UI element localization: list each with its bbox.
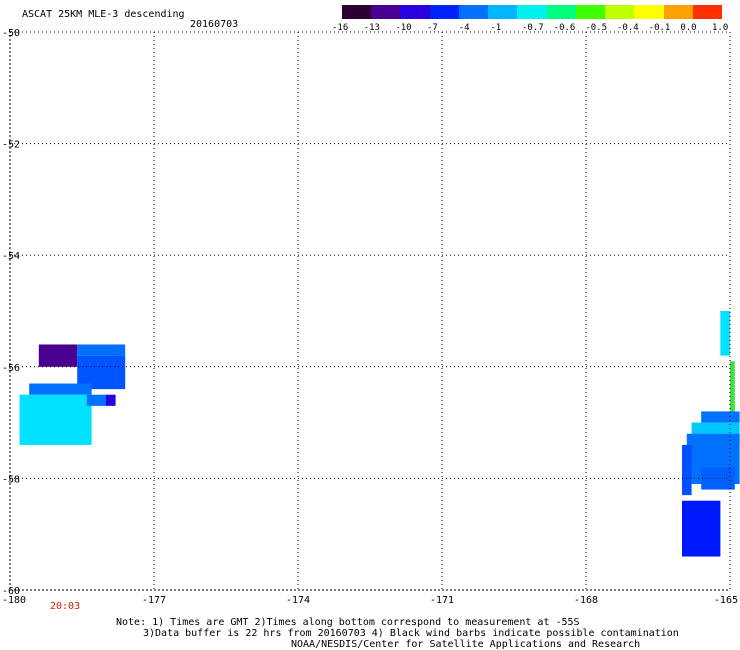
colorbar-label: -0.7 [522, 23, 544, 33]
colorbar-swatch [458, 5, 489, 19]
data-cell [682, 444, 692, 496]
y-tick-label: -56 [2, 363, 20, 374]
colorbar-swatch [342, 5, 372, 19]
y-tick-label: -50 [2, 28, 20, 39]
colorbar-swatch [371, 5, 401, 19]
y-tick-label: -58 [2, 474, 20, 485]
map-date: 20160703 [190, 19, 239, 30]
plot-frame [9, 31, 731, 591]
colorbar-label: -10 [395, 23, 412, 33]
map-title: ASCAT 25KM MLE-3 descending [22, 9, 185, 20]
data-cell [19, 394, 92, 445]
colorbar-label: -7 [427, 23, 438, 33]
colorbar-swatch [634, 5, 665, 19]
x-tick-label: -174 [286, 595, 310, 606]
colorbar: -16 -13 -10 -7 -4 -1 -0.7 -0.6 -0.5 -0.4 -0.1 0.0 1.… [332, 0, 728, 34]
colorbar-label: -0.4 [617, 23, 639, 33]
x-tick-label: -177 [142, 595, 166, 606]
data-cell [730, 361, 735, 412]
time-label: 20:03 [50, 601, 81, 612]
y-tick-label: -52 [2, 140, 20, 151]
data-cell [106, 394, 116, 406]
footer-credit: NOAA/NESDIS/Center for Satellite Applica… [291, 639, 641, 650]
y-tick-label: -54 [2, 251, 20, 262]
x-tick-label: -165 [714, 595, 738, 606]
colorbar-label: -13 [363, 23, 380, 33]
colorbar-swatch [517, 5, 548, 19]
colorbar-label: 0.0 [680, 23, 697, 33]
colorbar-swatch [400, 5, 431, 19]
x-tick-label: -180 [2, 595, 26, 606]
colorbar-swatch [488, 5, 518, 19]
colorbar-swatch [546, 5, 577, 19]
colorbar-label: -16 [332, 23, 349, 33]
footer-note-line1: Note: 1) Times are GMT 2)Times along bot… [116, 617, 580, 628]
data-cell [682, 500, 721, 557]
footer-note-line2: 3)Data buffer is 22 hrs from 20160703 4)… [143, 628, 679, 639]
colorbar-swatch [429, 5, 460, 19]
colorbar-swatch [605, 5, 635, 19]
colorbar-label: -1 [490, 23, 502, 33]
colorbar-label: -0.6 [553, 23, 576, 33]
colorbar-label: -4 [458, 23, 470, 33]
data-cell [77, 344, 126, 356]
colorbar-label: -0.1 [648, 23, 671, 33]
y-tick-label: -60 [2, 586, 20, 597]
x-tick-label: -171 [430, 595, 454, 606]
x-tick-label: -168 [574, 595, 598, 606]
colorbar-swatch [663, 5, 694, 19]
colorbar-label: -0.5 [585, 23, 608, 33]
colorbar-swatch [692, 5, 723, 19]
data-cell [29, 383, 92, 395]
data-cell [720, 311, 730, 356]
data-cell [86, 394, 106, 406]
colorbar-label: 1.0 [712, 23, 729, 33]
data-cell [701, 411, 740, 423]
data-cell [38, 344, 78, 367]
colorbar-swatch [575, 5, 606, 19]
